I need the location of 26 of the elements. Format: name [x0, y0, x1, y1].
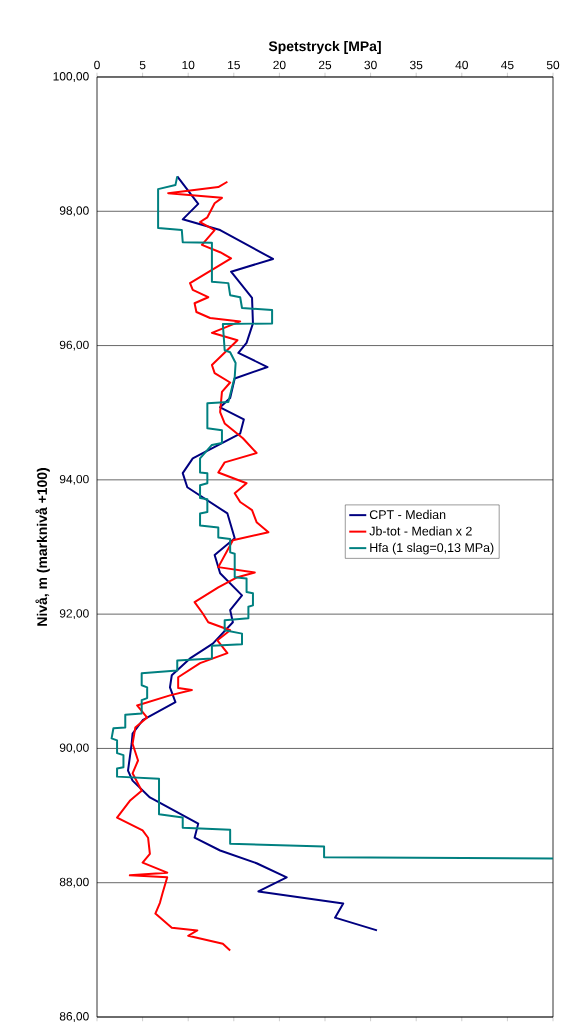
x-tick-label: 30	[364, 60, 377, 70]
y-tick-label: 100,00	[53, 72, 89, 82]
x-tick-label: 10	[182, 60, 195, 70]
y-axis-title: Nivå, m (marknivå +100)	[35, 468, 50, 626]
x-tick-label: 5	[139, 60, 146, 70]
y-tick-label: 94,00	[59, 474, 89, 485]
y-tick-label: 86,00	[59, 1012, 89, 1022]
x-tick-label: 40	[455, 60, 468, 70]
y-tick-label: 88,00	[59, 877, 89, 888]
legend-label: Hfa (1 slag=0,13 MPa)	[370, 542, 494, 555]
y-tick-label: 92,00	[59, 609, 89, 620]
y-tick-label: 96,00	[59, 340, 89, 351]
x-tick-label: 20	[273, 60, 286, 70]
x-tick-label: 35	[410, 60, 423, 70]
y-tick-label: 90,00	[59, 743, 89, 754]
legend-label: Jb-tot - Median x 2	[369, 526, 472, 536]
x-tick-label: 45	[501, 60, 514, 70]
x-axis-title: Spetstryck [MPa]	[268, 40, 381, 54]
x-tick-label: 25	[318, 60, 332, 70]
x-tick-label: 15	[228, 60, 240, 70]
x-tick-label: 0	[94, 60, 100, 70]
legend-label: CPT - Median	[369, 509, 446, 520]
y-tick-label: 98,00	[59, 206, 89, 217]
x-tick-label: 50	[546, 60, 560, 70]
line-series	[116, 180, 270, 952]
line-series	[110, 175, 553, 860]
